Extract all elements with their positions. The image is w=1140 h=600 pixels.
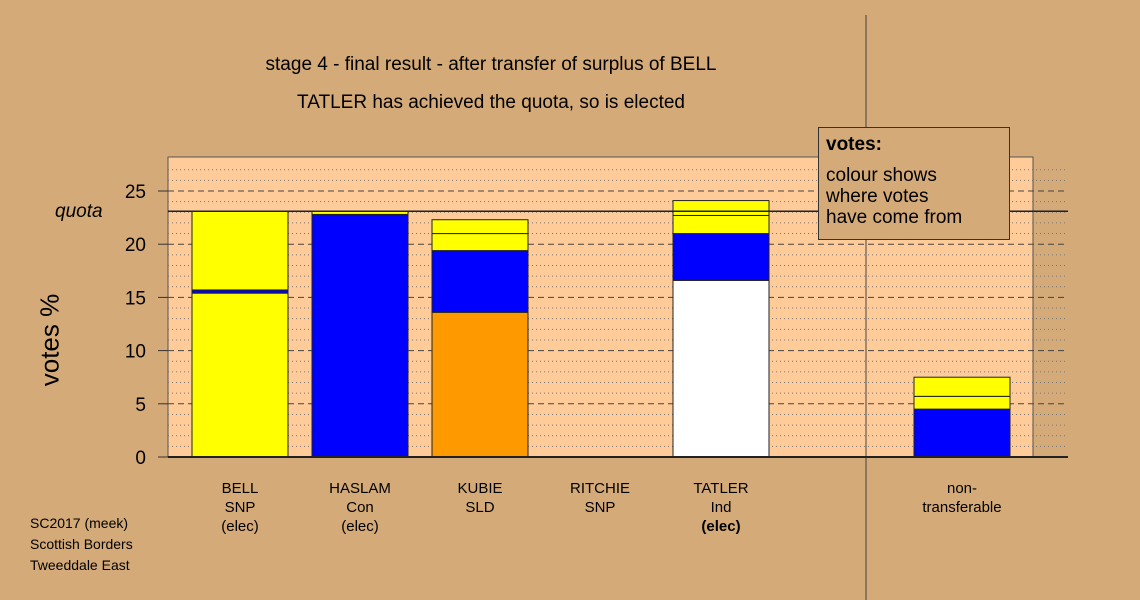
nontransferable-label: non- transferable (922, 480, 1002, 516)
bar-segment-tatler (672, 233, 770, 281)
chart-subtitle: TATLER has achieved the quota, so is ele… (297, 92, 685, 113)
bar-segment-tatler (672, 200, 770, 216)
candidate-name: HASLAM (329, 480, 391, 497)
candidate-label-haslam: HASLAM Con (elec) (300, 479, 420, 536)
candidate-name: RITCHIE (570, 480, 630, 497)
bar-segment-non-transferable (913, 408, 1011, 458)
footer-source: SC2017 (meek) Scottish Borders Tweeddale… (30, 515, 133, 573)
bar-segment-kubie (431, 219, 529, 235)
candidate-name: TATLER (693, 480, 749, 497)
y-tick-label: 10 (125, 342, 146, 363)
bar-segment-non-transferable (913, 376, 1011, 397)
bar-segment-kubie (431, 233, 529, 252)
y-tick-label: 20 (125, 235, 146, 256)
y-tick-label: 25 (125, 182, 146, 203)
y-tick-label: 15 (125, 288, 146, 309)
candidate-label-bell: BELL SNP (elec) (180, 479, 300, 536)
bar-segment-bell (191, 210, 289, 291)
legend-box: votes: colour shows where votes have com… (818, 127, 1010, 240)
candidate-label-ritchie: RITCHIE SNP (540, 479, 660, 517)
bar-segment-non-transferable (913, 395, 1011, 410)
candidate-party: Ind (710, 499, 732, 516)
bar-segment-kubie (431, 250, 529, 313)
quota-label: quota (55, 201, 103, 222)
candidate-name: KUBIE (457, 480, 503, 497)
candidate-party: SLD (465, 499, 495, 516)
y-axis-label: votes % (34, 293, 65, 387)
candidate-party: SNP (584, 499, 616, 516)
y-tick-label: 0 (135, 448, 146, 469)
candidate-party: Con (346, 499, 374, 516)
legend-title: votes: (826, 134, 882, 155)
bar-segment-haslam (311, 213, 409, 458)
candidate-status: (elec) (341, 518, 379, 535)
candidate-status: (elec) (701, 518, 741, 535)
candidate-name: BELL (221, 480, 259, 497)
candidate-label-tatler: TATLER Ind (elec) (661, 479, 781, 536)
legend-text: colour shows where votes have come from (826, 165, 963, 228)
candidate-party: SNP (224, 499, 256, 516)
y-tick-label: 5 (135, 395, 146, 416)
bar-segment-tatler (672, 279, 770, 458)
chart-title: stage 4 - final result - after transfer … (265, 54, 717, 75)
candidate-label-kubie: KUBIE SLD (420, 479, 540, 517)
bar-segment-bell (191, 292, 289, 458)
candidate-status: (elec) (221, 518, 259, 535)
bar-segment-kubie (431, 311, 529, 458)
bar-segment-tatler (672, 214, 770, 235)
